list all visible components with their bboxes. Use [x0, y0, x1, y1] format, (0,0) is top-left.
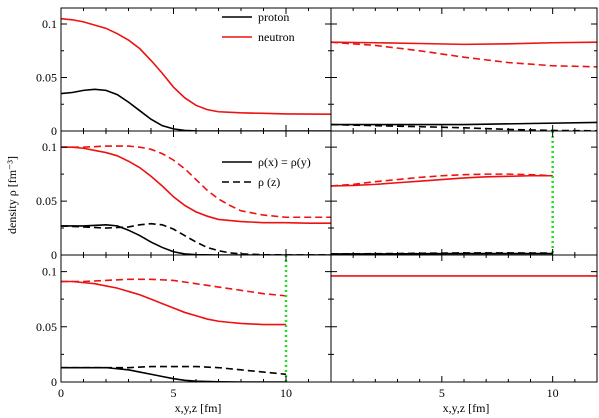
- y-tick-label: 0.1: [42, 17, 57, 31]
- y-tick-label: 0.05: [36, 320, 57, 334]
- y-tick-label: 0.05: [36, 194, 57, 208]
- x-tick-label: 0: [58, 386, 64, 400]
- series-line-top-left-1: [61, 17, 331, 116]
- panel-frame-middle-right: [330, 130, 598, 256]
- tick-marks-bottom-left: [60, 255, 332, 383]
- y-tick-label: 0: [51, 248, 57, 262]
- series-line-top-left-0: [61, 88, 331, 131]
- legend-label: neutron: [258, 30, 295, 44]
- legend-label: ρ (z): [258, 175, 280, 189]
- series-line-middle-right-0: [331, 174, 553, 187]
- panel-frame-bottom-right: [330, 254, 598, 383]
- legend-label: proton: [258, 10, 289, 24]
- panel-top-left: 0 0.05 0.1: [36, 7, 332, 138]
- series-line-top-right-0: [331, 41, 597, 46]
- panel-frame-middle-left: [60, 130, 332, 256]
- legend-2: ρ(x) = ρ(y) ρ (z): [222, 155, 311, 189]
- x-axis-label-left: x,y,z [fm]: [175, 401, 222, 415]
- y-axis-label: density ρ [fm⁻³]: [5, 156, 19, 234]
- panel-frame-top-right: [330, 7, 598, 132]
- panel-middle-right: [330, 130, 598, 256]
- tick-marks-top-right: [330, 8, 598, 132]
- series-line-middle-left-3: [61, 222, 331, 255]
- y-tick-label: 0: [51, 124, 57, 138]
- series-line-middle-left-2: [61, 224, 331, 255]
- series-line-top-right-2: [331, 121, 597, 126]
- panel-bottom-left: 0 0.05 0.1 0 5 10: [36, 254, 332, 400]
- x-tick-label: 10: [280, 386, 292, 400]
- tick-marks-middle-left: [60, 131, 332, 256]
- series-line-middle-left-0: [61, 146, 331, 224]
- y-tick-label: 0.1: [42, 265, 57, 279]
- series-line-bottom-left-3: [61, 365, 287, 376]
- x-tick-label: 10: [547, 386, 559, 400]
- tick-marks-middle-right: [330, 131, 598, 256]
- tick-marks-bottom-right: [330, 255, 598, 383]
- legend-1: proton neutron: [222, 10, 295, 44]
- series-line-bottom-left-0: [61, 280, 286, 326]
- panel-middle-left: 0 0.05 0.1: [36, 130, 332, 262]
- x-tick-label: 5: [171, 386, 177, 400]
- series-line-middle-right-1: [331, 173, 553, 187]
- x-tick-label: 5: [439, 386, 445, 400]
- panel-bottom-right: 5 10: [330, 254, 598, 400]
- series-line-bottom-left-1: [61, 278, 287, 297]
- y-tick-label: 0.1: [42, 140, 57, 154]
- x-axis-label-right: x,y,z [fm]: [443, 401, 490, 415]
- series-line-top-right-1: [331, 41, 597, 68]
- y-tick-label: 0: [51, 375, 57, 389]
- y-tick-label: 0.05: [36, 71, 57, 85]
- legend-label: ρ(x) = ρ(y): [258, 155, 311, 169]
- panel-top-right: [330, 7, 598, 132]
- panel-frame-bottom-left: [60, 254, 332, 383]
- series-line-middle-left-1: [61, 145, 331, 219]
